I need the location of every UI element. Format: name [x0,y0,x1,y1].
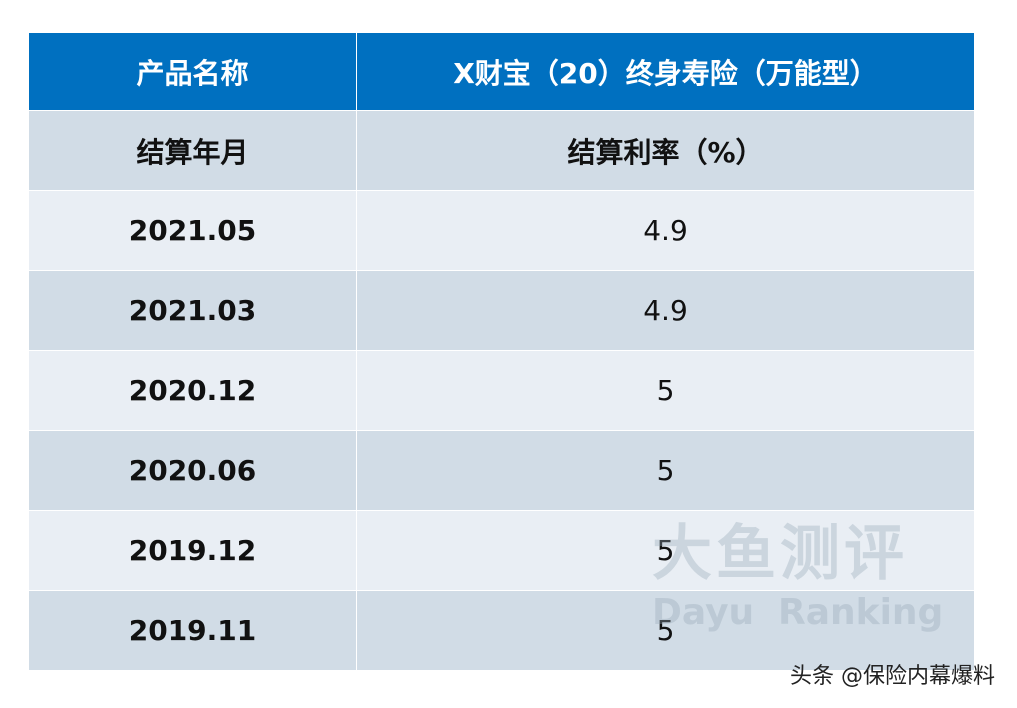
table-row: 2020.06 5 [29,431,974,511]
header-row: 产品名称 X财宝（20）终身寿险（万能型） [29,33,974,111]
table-cell: 2019.12 [29,511,357,590]
header-cell: 产品名称 [29,33,357,110]
table-cell: 5 [656,614,675,647]
table: 产品名称 X财宝（20）终身寿险（万能型） 结算年月 结算利率（%） 2021.… [29,33,974,671]
table-cell: 5 [656,534,675,567]
table-cell: 2020.12 [29,351,357,430]
table-row: 2021.05 4.9 [29,191,974,271]
table-cell: 2021.05 [29,191,357,270]
table-cell: 5 [656,374,675,407]
subheader-row: 结算年月 结算利率（%） [29,111,974,191]
table-row: 2020.12 5 [29,351,974,431]
subheader-cell: 结算利率（%） [567,135,764,169]
header-cell: X财宝（20）终身寿险（万能型） [453,56,878,90]
table-row: 2019.12 5 [29,511,974,591]
table-row: 2019.11 5 [29,591,974,671]
table-cell: 4.9 [643,294,688,327]
table-cell: 2019.11 [29,591,357,670]
table-cell: 2020.06 [29,431,357,510]
subheader-cell: 结算年月 [29,111,357,190]
table-cell: 2021.03 [29,271,357,350]
table-row: 2021.03 4.9 [29,271,974,351]
table-cell: 5 [656,454,675,487]
table-cell: 4.9 [643,214,688,247]
footer: 头条 @保险内幕爆料 [790,664,995,689]
